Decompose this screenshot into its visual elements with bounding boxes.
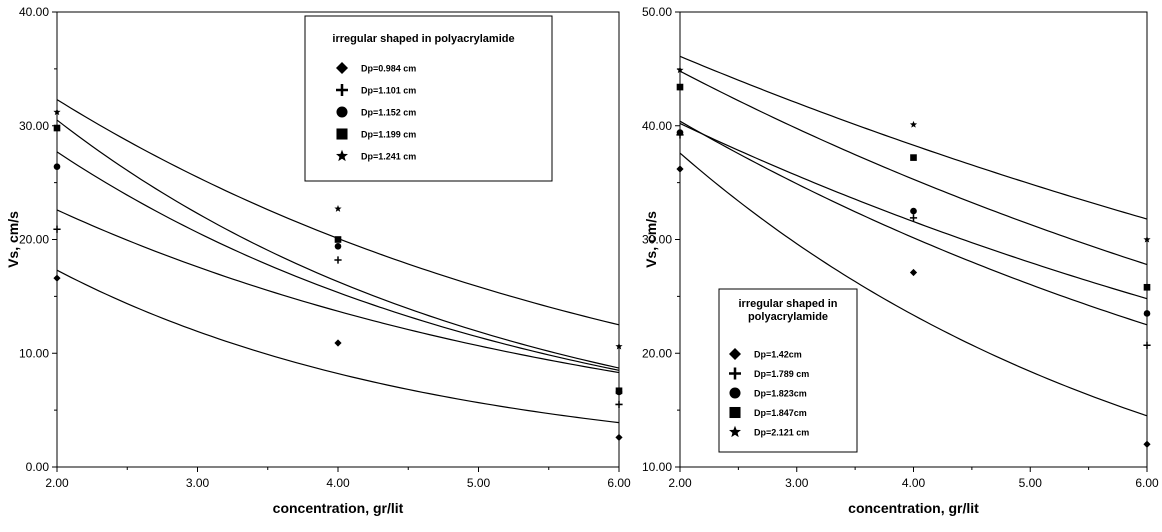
y-axis-label: Vs, cm/s bbox=[5, 211, 21, 268]
x-tick-label: 3.00 bbox=[186, 476, 210, 490]
x-axis-label: concentration, gr/lit bbox=[273, 500, 404, 516]
chart-2: 2.00 3.00 4.00 5.00 6.00 10.00 20.00 30.00 40.00… bbox=[642, 5, 1159, 516]
legend-marker-square bbox=[729, 406, 741, 419]
data-point-plus bbox=[615, 400, 623, 409]
y-tick-label: 40.00 bbox=[642, 119, 672, 133]
legend-marker-circle bbox=[336, 106, 348, 118]
x-tick-label: 5.00 bbox=[467, 476, 491, 490]
x-tick-label: 4.00 bbox=[902, 476, 926, 490]
y-tick-label: 50.00 bbox=[642, 5, 672, 19]
data-point-diamond bbox=[1143, 440, 1151, 448]
y-tick-label: 30.00 bbox=[19, 119, 49, 133]
data-point-square bbox=[1143, 283, 1151, 291]
x-tick-label: 6.00 bbox=[1135, 476, 1159, 490]
legend-title-line: polyacrylamide bbox=[748, 311, 828, 323]
data-point-circle bbox=[910, 207, 917, 215]
data-point-diamond bbox=[334, 339, 342, 347]
y-tick-label: 20.00 bbox=[19, 233, 49, 247]
data-point-plus bbox=[909, 214, 918, 222]
y-tick-label: 40.00 bbox=[19, 5, 49, 19]
y-tick-label: 10.00 bbox=[642, 460, 672, 474]
data-point-circle bbox=[1143, 310, 1151, 317]
data-point-diamond bbox=[909, 268, 918, 277]
x-tick-label: 2.00 bbox=[668, 476, 692, 490]
legend: irregular shaped in polyacrylamide Dp=0.9… bbox=[304, 15, 553, 182]
y-tick-label: 10.00 bbox=[19, 346, 49, 360]
data-point-star bbox=[1143, 235, 1151, 243]
fit-curve-1 bbox=[56, 269, 620, 424]
data-point-star bbox=[53, 108, 61, 116]
data-point-square bbox=[910, 154, 917, 161]
legend-entry: Dp=1.823cm bbox=[754, 389, 807, 399]
legend-marker-square bbox=[336, 128, 348, 140]
legend-entry: Dp=1.241 cm bbox=[361, 152, 416, 162]
fit-curve-3 bbox=[56, 151, 620, 371]
y-tick-label: 20.00 bbox=[642, 346, 672, 360]
legend-entry: Dp=1.152 cm bbox=[361, 108, 416, 118]
y-axis-label: Vs, cm/s bbox=[643, 211, 659, 268]
data-point-square bbox=[334, 236, 342, 243]
legend-entry: Dp=1.42cm bbox=[754, 350, 802, 360]
legend-entry: Dp=1.789 cm bbox=[754, 369, 809, 379]
fit-curve-5 bbox=[679, 55, 1148, 220]
fit-curve-2 bbox=[679, 120, 1148, 326]
fit-curve-1 bbox=[679, 152, 1148, 417]
data-point-star bbox=[615, 342, 623, 350]
data-point-diamond bbox=[676, 165, 684, 173]
x-tick-label: 3.00 bbox=[785, 476, 809, 490]
x-tick-label: 4.00 bbox=[326, 476, 350, 490]
legend-entry: Dp=2.121 cm bbox=[754, 428, 809, 438]
legend-entry: Dp=1.101 cm bbox=[361, 86, 416, 96]
y-tick-label: 30.00 bbox=[642, 233, 672, 247]
data-point-star bbox=[676, 66, 684, 74]
data-point-plus bbox=[53, 225, 61, 233]
data-point-plus bbox=[1143, 341, 1151, 349]
data-point-circle bbox=[676, 129, 684, 136]
legend-box bbox=[304, 15, 553, 182]
data-point-star bbox=[334, 205, 342, 212]
fit-curve-2 bbox=[56, 209, 620, 374]
legend-marker-circle bbox=[729, 387, 741, 399]
legend-marker-plus bbox=[336, 84, 348, 96]
data-point-star bbox=[909, 120, 918, 128]
fit-curve-3 bbox=[679, 122, 1148, 300]
data-point-circle bbox=[53, 163, 61, 171]
data-point-diamond bbox=[615, 433, 623, 442]
x-tick-label: 2.00 bbox=[45, 476, 69, 490]
chart-1: 2.00 3.00 4.00 5.00 6.00 0.00 10.00 20.00 30.00 4… bbox=[5, 5, 631, 516]
legend-title-line: irregular shaped in bbox=[738, 298, 837, 310]
legend-marker-diamond bbox=[729, 348, 741, 360]
data-point-diamond bbox=[53, 274, 61, 282]
legend-entry: Dp=1.847cm bbox=[754, 408, 807, 418]
x-tick-label: 6.00 bbox=[607, 476, 631, 490]
data-point-square bbox=[53, 124, 61, 132]
fit-curve-4 bbox=[56, 119, 620, 369]
legend-marker-diamond bbox=[336, 62, 348, 74]
legend-marker-star bbox=[729, 425, 741, 438]
legend-entry: Dp=1.199 cm bbox=[361, 130, 416, 140]
y-tick-label: 0.00 bbox=[26, 460, 50, 474]
legend-entry: Dp=0.984 cm bbox=[361, 64, 416, 74]
legend-box bbox=[718, 288, 858, 453]
data-point-plus bbox=[334, 256, 342, 264]
data-point-square bbox=[615, 387, 623, 395]
data-point-circle bbox=[334, 243, 342, 250]
x-axis-label: concentration, gr/lit bbox=[848, 500, 979, 516]
data-point-square bbox=[676, 83, 684, 91]
legend-title: irregular shaped in polyacrylamide bbox=[332, 33, 514, 45]
x-tick-label: 5.00 bbox=[1019, 476, 1043, 490]
fit-curve-4 bbox=[679, 70, 1148, 266]
legend-marker-star bbox=[336, 149, 348, 162]
legend-marker-plus bbox=[729, 367, 741, 380]
